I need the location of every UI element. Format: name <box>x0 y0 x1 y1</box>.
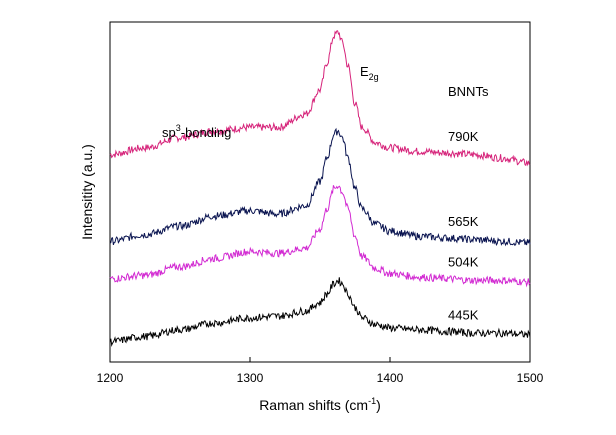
peak-annotation-main: E <box>360 64 369 79</box>
series-line-504K <box>109 185 531 288</box>
sp3-annotation-sup: 3 <box>176 123 181 133</box>
x-tick-label-1200: 1200 <box>97 371 124 385</box>
series-line-790K <box>109 30 531 167</box>
y-axis-title: Intensitity (a.u.) <box>79 144 95 240</box>
series-line-445K <box>109 277 531 347</box>
series-group <box>109 30 531 347</box>
x-axis-title-main: Raman shifts (cm <box>259 397 368 413</box>
series-labels: 790K 565K 504K 445K <box>448 129 479 323</box>
x-ticks: 1200 1300 1400 1500 <box>97 357 544 385</box>
series-label-445K: 445K <box>448 307 479 322</box>
x-tick-label-1300: 1300 <box>237 371 264 385</box>
x-tick-label-1400: 1400 <box>377 371 404 385</box>
x-axis-title-close: ) <box>376 397 381 413</box>
x-tick-label-1500: 1500 <box>517 371 544 385</box>
sp3-annotation: sp3-bonding <box>162 123 231 140</box>
sample-label: BNNTs <box>448 84 489 99</box>
sp3-annotation-pre: sp <box>162 125 176 140</box>
series-label-504K: 504K <box>448 255 479 270</box>
series-label-565K: 565K <box>448 214 479 229</box>
series-label-790K: 790K <box>448 129 479 144</box>
peak-annotation-sub: 2g <box>369 72 379 82</box>
peak-annotation: E2g <box>360 64 379 82</box>
x-axis-title-sup: -1 <box>368 396 376 406</box>
plot-frame <box>109 21 531 363</box>
sp3-annotation-post: -bonding <box>181 125 232 140</box>
x-axis-title: Raman shifts (cm-1) <box>259 396 381 413</box>
series-line-565K <box>109 127 531 247</box>
